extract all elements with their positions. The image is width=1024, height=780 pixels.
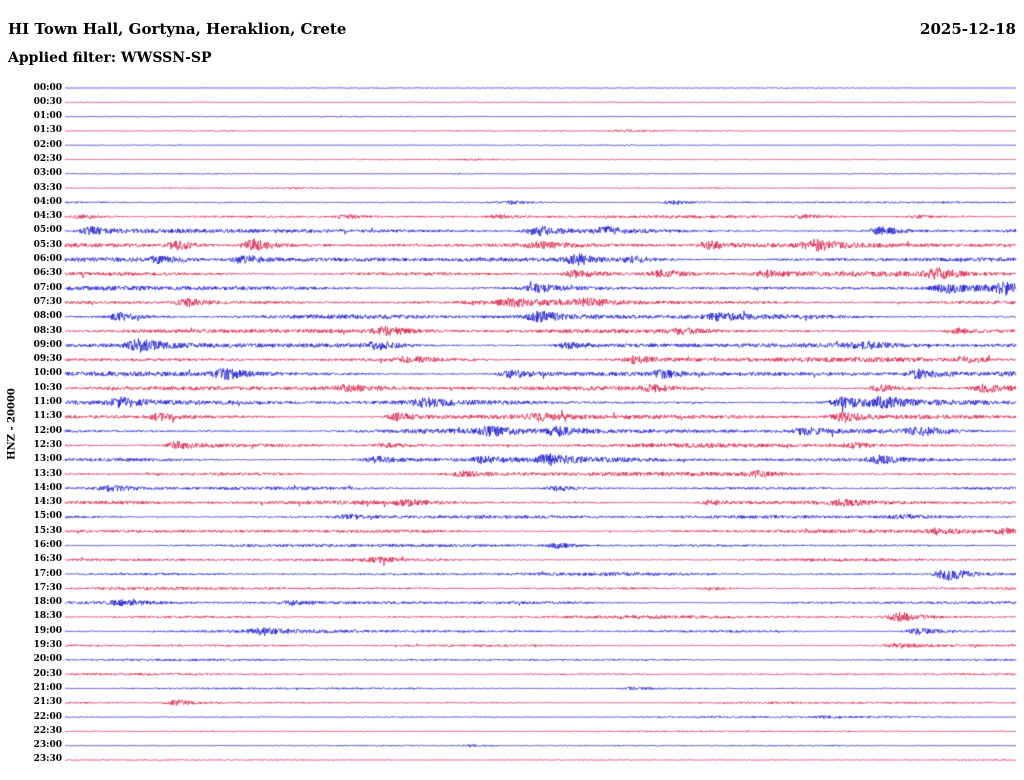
time-label: 21:30 bbox=[33, 697, 62, 708]
time-label: 12:00 bbox=[33, 425, 62, 436]
time-label: 08:30 bbox=[33, 325, 62, 336]
time-label: 04:30 bbox=[33, 211, 62, 222]
time-label: 10:00 bbox=[33, 368, 62, 379]
time-label: 16:30 bbox=[33, 554, 62, 565]
time-label: 11:30 bbox=[33, 411, 62, 422]
time-label: 23:00 bbox=[33, 740, 62, 751]
time-label: 07:30 bbox=[33, 296, 62, 307]
time-label: 19:00 bbox=[33, 625, 62, 636]
time-label: 00:00 bbox=[33, 82, 62, 93]
time-label: 21:00 bbox=[33, 682, 62, 693]
time-label: 03:00 bbox=[33, 168, 62, 179]
time-label: 08:00 bbox=[33, 311, 62, 322]
time-label: 18:30 bbox=[33, 611, 62, 622]
time-label: 20:00 bbox=[33, 654, 62, 665]
time-label: 09:00 bbox=[33, 339, 62, 350]
time-label: 11:00 bbox=[33, 397, 62, 408]
time-label: 19:30 bbox=[33, 640, 62, 651]
time-label: 22:00 bbox=[33, 711, 62, 722]
time-label: 22:30 bbox=[33, 725, 62, 736]
time-label: 10:30 bbox=[33, 382, 62, 393]
time-label: 04:00 bbox=[33, 196, 62, 207]
time-label: 13:00 bbox=[33, 454, 62, 465]
time-label: 02:00 bbox=[33, 139, 62, 150]
time-label: 15:30 bbox=[33, 525, 62, 536]
time-label: 06:00 bbox=[33, 254, 62, 265]
time-label: 17:30 bbox=[33, 582, 62, 593]
time-label: 12:30 bbox=[33, 439, 62, 450]
time-label: 03:30 bbox=[33, 182, 62, 193]
station-title: HI Town Hall, Gortyna, Heraklion, Crete bbox=[8, 20, 347, 38]
time-label: 02:30 bbox=[33, 153, 62, 164]
time-label: 14:30 bbox=[33, 497, 62, 508]
time-label: 01:00 bbox=[33, 111, 62, 122]
time-label: 05:30 bbox=[33, 239, 62, 250]
time-label: 13:30 bbox=[33, 468, 62, 479]
time-label: 16:00 bbox=[33, 540, 62, 550]
time-label: 17:00 bbox=[33, 568, 62, 579]
time-label: 23:30 bbox=[33, 754, 62, 765]
time-label: 15:00 bbox=[33, 511, 62, 522]
date-label: 2025-12-18 bbox=[920, 20, 1016, 38]
time-label: 00:30 bbox=[33, 96, 62, 107]
time-label: 20:30 bbox=[33, 668, 62, 679]
time-label: 14:00 bbox=[33, 482, 62, 493]
filter-label: Applied filter: WWSSN-SP bbox=[8, 50, 212, 66]
time-label: 06:30 bbox=[33, 268, 62, 279]
time-label: 01:30 bbox=[33, 125, 62, 136]
time-label: 07:00 bbox=[33, 282, 62, 293]
time-label: 18:00 bbox=[33, 597, 62, 608]
time-label: 05:00 bbox=[33, 225, 62, 236]
time-label: 09:30 bbox=[33, 354, 62, 365]
